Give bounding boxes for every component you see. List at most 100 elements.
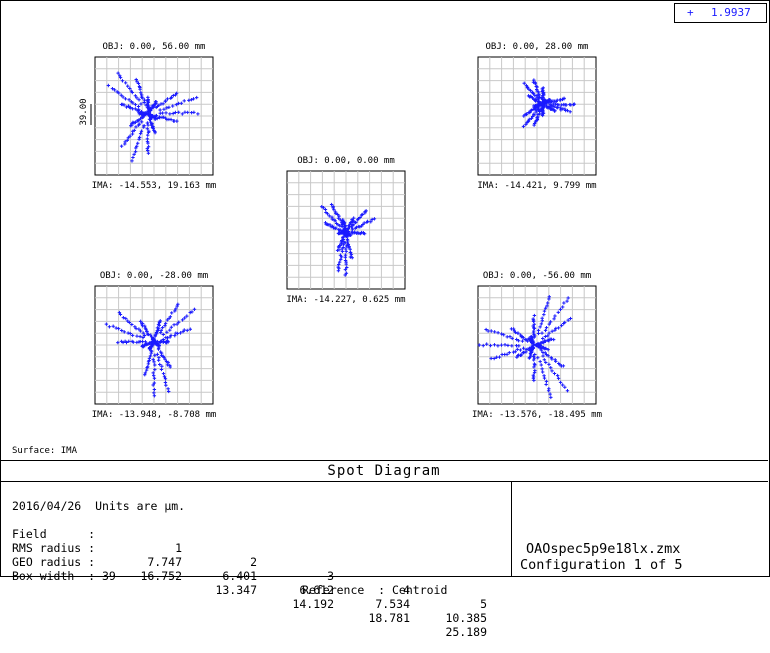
spot-point: [142, 98, 147, 102]
spot-point: [161, 339, 166, 343]
spot-point: [343, 253, 348, 257]
spot-point: [532, 356, 537, 360]
spot-point: [536, 356, 540, 360]
spot-point: [126, 104, 131, 108]
spot-point: [173, 333, 177, 338]
spot-point: [351, 216, 356, 220]
spot-point: [168, 328, 172, 332]
spot-point: [165, 117, 169, 122]
geo-value: 14.192: [292, 597, 334, 611]
spot-point: [137, 98, 141, 102]
spot-point: [335, 248, 340, 253]
spot-point: [502, 333, 506, 337]
geo-label: GEO radius :: [12, 555, 96, 569]
spot-point: [334, 221, 339, 226]
spot-point: [152, 337, 156, 342]
spot-point: [143, 371, 148, 375]
spot-point: [163, 357, 167, 361]
rms-value: 10.385: [445, 611, 487, 625]
spot-point: [136, 104, 141, 109]
spot-point: [539, 363, 543, 367]
spot-point: [541, 90, 546, 95]
spot-point: [358, 215, 362, 220]
spot-point: [541, 336, 545, 341]
spot-point: [107, 325, 112, 329]
spot-point: [145, 121, 150, 125]
spot-point: [171, 93, 176, 98]
spot-point: [162, 355, 166, 360]
spot-point: [530, 345, 535, 350]
spot-point: [162, 375, 167, 379]
spot-point: [157, 103, 161, 107]
spot-point: [165, 97, 170, 101]
configuration: Configuration 1 of 5: [520, 557, 683, 573]
spot-point: [329, 202, 334, 207]
spot-point: [151, 340, 156, 345]
spot-point: [548, 98, 552, 102]
spot-point: [565, 299, 569, 303]
spot-point: [152, 387, 157, 392]
spot-point: [530, 337, 535, 341]
spot-point: [506, 343, 510, 348]
spot-point: [143, 340, 148, 344]
spot-point: [144, 368, 149, 372]
spot-point: [167, 105, 171, 109]
spot-point: [538, 101, 542, 105]
spot-point: [532, 329, 536, 333]
spot-point: [524, 350, 528, 354]
spot-point: [169, 333, 173, 338]
field-ima-label: IMA: -14.421, 9.799 mm: [477, 181, 596, 191]
spot-point: [329, 225, 333, 229]
spot-point: [135, 96, 139, 100]
spot-point: [136, 81, 141, 86]
spot-point: [520, 339, 525, 343]
spot-point: [116, 71, 120, 75]
spot-point: [337, 260, 342, 264]
spot-point: [340, 249, 345, 254]
spot-point: [143, 373, 147, 377]
spot-point: [552, 371, 557, 376]
spot-point: [151, 357, 155, 362]
spot-point: [152, 381, 157, 385]
spot-point: [164, 383, 168, 387]
spot-point: [174, 102, 179, 107]
spot-point: [146, 144, 151, 149]
spot-point: [515, 355, 519, 359]
spot-point: [344, 232, 349, 236]
spot-point: [194, 95, 199, 100]
spot-point: [534, 110, 538, 114]
spot-point: [553, 314, 557, 318]
spot-point: [497, 355, 502, 359]
spot-point: [565, 108, 570, 113]
spot-point: [553, 328, 557, 332]
field-obj-label: OBJ: 0.00, 56.00 mm: [103, 42, 206, 52]
spot-point: [169, 325, 174, 329]
spot-point: [158, 362, 162, 367]
spot-point: [139, 110, 143, 115]
spot-point: [535, 85, 539, 89]
spot-point: [146, 151, 151, 155]
field-row: Field : 1 2 3 4 5: [12, 513, 487, 611]
spot-point: [191, 97, 196, 101]
spot-point: [351, 218, 355, 223]
spot-point: [158, 330, 163, 335]
spot-point: [527, 95, 532, 99]
spot-point: [540, 102, 545, 106]
spot-point: [106, 83, 111, 88]
spot-point: [534, 105, 538, 109]
spot-point: [123, 97, 128, 101]
geo-value: 16.752: [140, 569, 182, 583]
spot-point: [151, 371, 155, 375]
spot-point: [527, 356, 531, 360]
spot-point: [536, 106, 540, 110]
spot-point: [533, 352, 537, 357]
spot-point: [137, 340, 141, 344]
spot-point: [135, 108, 139, 112]
file-name: OAOspec5p9e18lx.zmx: [526, 541, 681, 557]
spot-point: [529, 350, 534, 355]
spot-point: [365, 219, 370, 224]
spot-point: [140, 322, 144, 326]
field-number: 5: [480, 597, 487, 611]
spot-point: [121, 315, 126, 320]
spot-point: [189, 98, 194, 102]
